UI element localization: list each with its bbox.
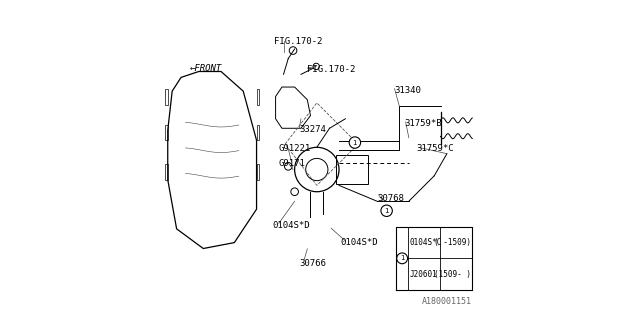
Text: G91221: G91221: [279, 144, 311, 153]
Text: (1509- ): (1509- ): [435, 270, 471, 279]
Text: A180001151: A180001151: [422, 297, 472, 306]
Text: FIG.170-2: FIG.170-2: [274, 36, 323, 45]
Text: FIG.170-2: FIG.170-2: [307, 65, 356, 74]
Circle shape: [381, 205, 392, 216]
Circle shape: [349, 137, 360, 148]
Text: ←FRONT: ←FRONT: [190, 63, 222, 73]
Circle shape: [397, 253, 408, 264]
Text: 1: 1: [353, 140, 357, 146]
Text: J20601: J20601: [410, 270, 438, 279]
Text: 31340: 31340: [394, 86, 421, 95]
Text: 30766: 30766: [300, 259, 326, 268]
Text: 0104S*D: 0104S*D: [340, 238, 378, 247]
Text: 31759*B: 31759*B: [404, 119, 442, 128]
Text: 1: 1: [385, 208, 389, 214]
Text: 30768: 30768: [377, 194, 404, 203]
Text: 1: 1: [400, 255, 404, 261]
Text: ( -1509): ( -1509): [435, 238, 471, 247]
Text: 0104S*D: 0104S*D: [273, 220, 310, 229]
Text: 33274: 33274: [300, 125, 326, 134]
Text: G9171: G9171: [279, 159, 306, 168]
Text: 0104S*C: 0104S*C: [410, 238, 442, 247]
Text: 31759*C: 31759*C: [417, 144, 454, 153]
